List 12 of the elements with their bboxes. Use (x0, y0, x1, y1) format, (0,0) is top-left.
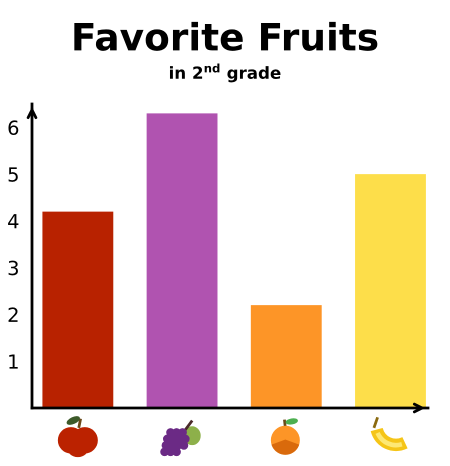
bar (42, 212, 114, 408)
chart-subtitle: in 2$^{nd}$ grade (170, 64, 280, 82)
y-tick-label: 1 (9, 354, 18, 369)
y-tick-label: 3 (8, 260, 18, 276)
bar (355, 174, 426, 408)
y-tick-label: 5 (8, 167, 18, 182)
chart-title: Favorite Fruits (74, 22, 378, 51)
bar (146, 113, 218, 408)
y-tick-label: 6 (8, 120, 18, 136)
y-tick-label: 2 (8, 307, 18, 322)
bar (250, 305, 322, 408)
y-tick-label: 4 (8, 214, 18, 228)
